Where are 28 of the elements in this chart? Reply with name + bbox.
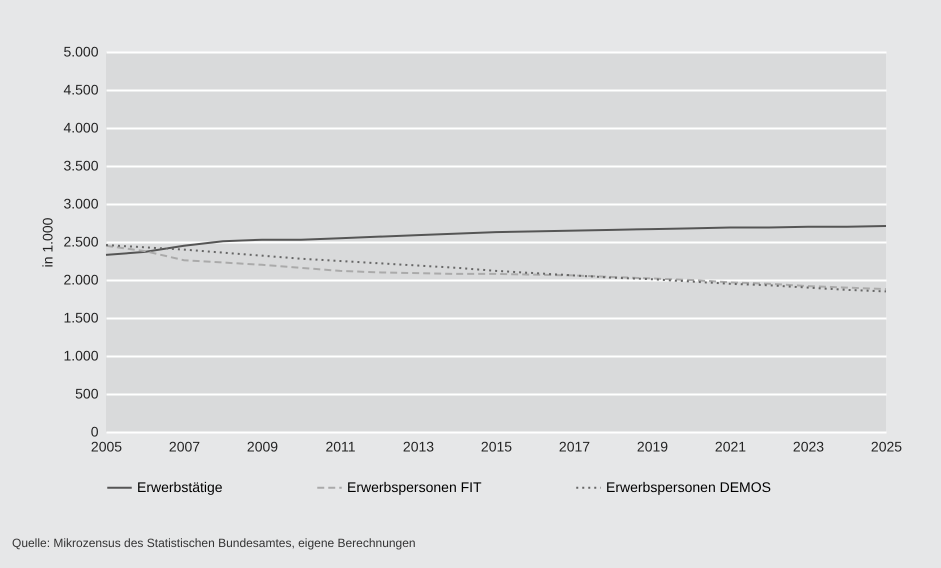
legend-label: Erwerbspersonen FIT (347, 478, 482, 495)
y-tick-label: 4.500 (63, 82, 99, 98)
y-tick-label: 2.500 (63, 234, 99, 250)
y-tick-label: 1.500 (63, 310, 99, 326)
x-tick-label: 2017 (558, 438, 590, 454)
legend-label: Erwerbspersonen DEMOS (606, 478, 771, 495)
x-tick-label: 2015 (480, 438, 512, 454)
legend-label: Erwerbstätige (137, 478, 223, 495)
x-tick-label: 2005 (90, 438, 122, 454)
x-tick-label: 2021 (714, 438, 746, 454)
y-axis-title: in 1.000 (39, 217, 56, 268)
source-note: Quelle: Mikrozensus des Statistischen Bundesamtes, eigene Berechnungen (12, 536, 416, 550)
y-tick-label: 3.500 (63, 158, 99, 174)
y-tick-label: 500 (75, 386, 99, 402)
x-tick-label: 2011 (325, 438, 356, 454)
x-tick-label: 2013 (402, 438, 434, 454)
line-series (105, 225, 887, 256)
y-tick-label: 2.000 (63, 272, 99, 288)
y-tick-label: 0 (90, 424, 99, 440)
x-tick-label: 2025 (870, 438, 902, 454)
x-tick-label: 2009 (246, 438, 278, 454)
y-tick-label: 1.000 (63, 348, 99, 364)
x-tick-label: 2007 (168, 438, 200, 454)
y-tick-label: 4.000 (63, 120, 99, 136)
x-tick-label: 2023 (792, 438, 824, 454)
y-tick-label: 3.000 (63, 196, 99, 212)
x-tick-label: 2019 (636, 438, 668, 454)
y-tick-label: 5.000 (63, 44, 99, 60)
